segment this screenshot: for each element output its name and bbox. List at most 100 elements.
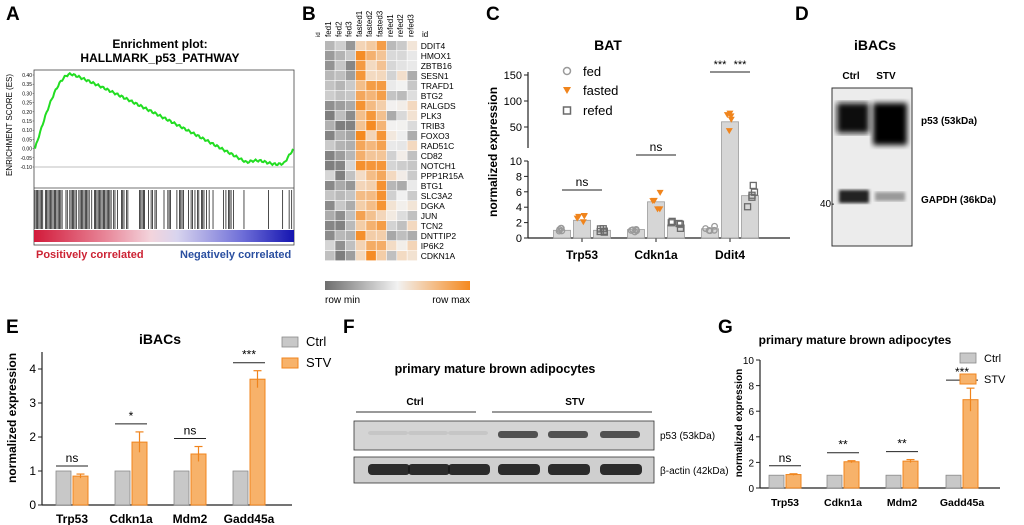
- heatmap-cell: [325, 91, 335, 101]
- heatmap-cell: [407, 121, 418, 131]
- ibacs-qpcr-sig-label: ns: [66, 451, 79, 465]
- actin-band: [408, 464, 450, 475]
- actin-band: [600, 464, 642, 475]
- heatmap-cell: [397, 51, 407, 61]
- brown-qpcr-ytick-label: 10: [743, 356, 755, 367]
- heatmap-cell: [366, 221, 376, 231]
- ibacs-qpcr-ctrl-bar: [173, 470, 190, 506]
- heatmap-cell: [366, 91, 376, 101]
- heatmap-cell: [407, 211, 418, 221]
- heatmap-cell: [376, 211, 387, 221]
- brown-qpcr-ctrl-bar: [885, 474, 902, 489]
- heatmap-gene-label: PLK3: [421, 111, 442, 121]
- heatmap-cell: [345, 101, 356, 111]
- heatmap-column-header: fasted3: [376, 10, 385, 37]
- heatmap-cell: [325, 61, 335, 71]
- heatmap-cell: [376, 141, 387, 151]
- bat-fasted-point: [727, 113, 735, 120]
- bat-fed-point: [702, 225, 709, 232]
- heatmap-cell: [386, 201, 397, 211]
- heatmap-cell: [355, 191, 366, 201]
- heatmap-cell: [366, 81, 376, 91]
- bat-fasted-point: [580, 213, 588, 220]
- heatmap-column-header: refed3: [406, 14, 415, 37]
- heatmap-cell: [335, 231, 345, 241]
- heatmap-cell: [366, 131, 376, 141]
- heatmap-cell: [376, 241, 387, 251]
- ibacs-qpcr-bar-chart: 0 1 2 3 4 Trp53 ns Cdkn1a * Mdm2 ns Gadd45a *** Ctrl S…: [29, 334, 331, 525]
- ibacs-qpcr-stv-bar: [190, 453, 207, 506]
- heatmap-cell: [325, 221, 335, 231]
- bat-ytick-label: 10: [510, 156, 522, 168]
- brown-qpcr-legend-ctrl-label: Ctrl: [984, 353, 1001, 365]
- ibacs-qpcr-stv-bar: [72, 475, 89, 506]
- heatmap-cell: [397, 191, 407, 201]
- heatmap-cell: [325, 241, 335, 251]
- heatmap-cell: [355, 121, 366, 131]
- bat-fed-point: [557, 224, 565, 232]
- heatmap-cell: [335, 41, 345, 51]
- heatmap-cell: [386, 211, 397, 221]
- heatmap-id-label: id: [422, 30, 428, 39]
- panel-letter-a: A: [6, 4, 20, 25]
- heatmap-column-headers: fed1 fed2 fed3 fasted1 fasted2 fasted3 refed1 r…: [316, 10, 415, 37]
- heatmap-cell: [386, 181, 397, 191]
- heatmap-cell: [335, 121, 345, 131]
- actin-blot-bands: [368, 464, 642, 475]
- brown-qpcr-sig-label: ns: [779, 451, 792, 465]
- panel-letter-c: C: [486, 4, 500, 25]
- brown-qpcr-category-label: Trp53: [771, 497, 799, 509]
- bat-fasted-point: [656, 189, 664, 196]
- heatmap-cell: [376, 191, 387, 201]
- heatmap-cell: [376, 71, 387, 81]
- heatmap-cell: [366, 101, 376, 111]
- brown-qpcr-legend-stv-label: STV: [984, 374, 1006, 386]
- bat-bar: [721, 121, 739, 239]
- panel-d: D iBACs Ctrl STV 40- p53 (53kDa) GAPDH (…: [795, 4, 996, 247]
- ibacs-qpcr-category-label: Gadd45a: [224, 512, 275, 525]
- heatmap-cell: [366, 151, 376, 161]
- heatmap-cell: [355, 61, 366, 71]
- heatmap-cell: [345, 151, 356, 161]
- heatmap-cell: [397, 241, 407, 251]
- heatmap-cell: [397, 71, 407, 81]
- heatmap-gene-label: DDIT4: [421, 41, 446, 51]
- brown-qpcr-stv-bar: [902, 460, 919, 489]
- heatmap-cell: [386, 101, 397, 111]
- bat-fasted-point: [725, 128, 733, 135]
- heatmap-cell: [407, 141, 418, 151]
- heatmap-cell: [386, 71, 397, 81]
- heatmap-cell: [335, 191, 345, 201]
- enrichment-ytick-label: 0.10: [22, 128, 32, 134]
- heatmap-cell: [325, 81, 335, 91]
- ibacs-qpcr-ytick-label: 1: [29, 464, 36, 478]
- panel-letter-d: D: [795, 4, 809, 25]
- enrichment-ytick-label: -0.05: [21, 156, 33, 162]
- heatmap-cell: [345, 161, 356, 171]
- bat-refed-point: [676, 220, 685, 228]
- heatmap-cell: [325, 181, 335, 191]
- heatmap-cell: [376, 171, 387, 181]
- bat-ylabel: normalized expression: [486, 87, 500, 217]
- heatmap-column-header: fed3: [345, 21, 354, 37]
- bat-chart-title: BAT: [594, 37, 622, 53]
- panel-letter-f: F: [343, 317, 355, 338]
- lane-ctrl-label: Ctrl: [842, 71, 859, 82]
- heatmap-cell: [397, 231, 407, 241]
- heatmap-cell: [366, 111, 376, 121]
- bat-ytick-label: 0: [516, 233, 522, 245]
- brown-qpcr-legend-ctrl-swatch: [959, 352, 977, 364]
- enrichment-ytick-label: 0.15: [22, 119, 32, 125]
- western-p53-label: p53 (53kDa): [660, 431, 715, 442]
- enrichment-ylabel: ENRICHMENT SCORE (ES): [5, 74, 14, 176]
- panel-letter-g: G: [718, 317, 733, 338]
- bat-refed-point: [748, 191, 756, 199]
- panel-b: B fed1 fed2 fed3 fasted1 fasted2 fasted3 refed…: [302, 4, 470, 306]
- heatmap-cell: [376, 111, 387, 121]
- heatmap-cell: [355, 131, 366, 141]
- enrichment-ytick-label: -0.10: [21, 165, 33, 171]
- ibacs-qpcr-ylabel: normalized expression: [5, 353, 19, 483]
- enrichment-ytick-label: 0.35: [22, 82, 32, 88]
- heatmap-cell: [407, 131, 418, 141]
- heatmap-cell: [407, 81, 418, 91]
